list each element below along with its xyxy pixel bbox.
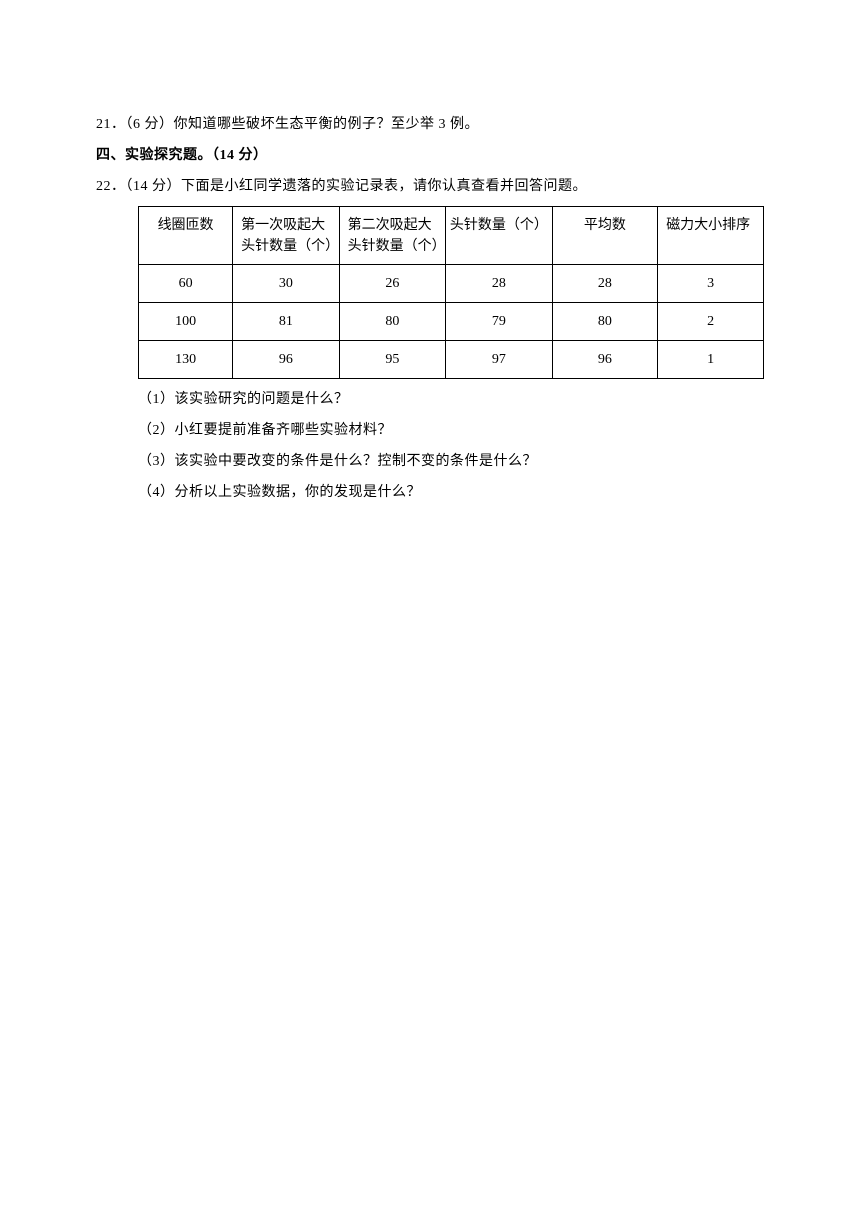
th-trial1: 第一次吸起大 头针数量（个）	[233, 207, 340, 265]
th-trial1-line1: 第一次吸起大	[241, 218, 325, 233]
cell: 96	[233, 341, 340, 379]
q22-sub4: （4）分析以上实验数据，你的发现是什么？	[96, 478, 764, 509]
cell: 26	[339, 265, 446, 303]
th-avg: 平均数	[552, 207, 658, 265]
th-coils-text: 线圈匝数	[158, 218, 214, 233]
cell: 79	[446, 303, 552, 341]
q22-sub1: （1）该实验研究的问题是什么？	[96, 385, 764, 416]
cell: 81	[233, 303, 340, 341]
cell: 3	[658, 265, 764, 303]
table-row: 130 96 95 97 96 1	[139, 341, 764, 379]
table-row: 60 30 26 28 28 3	[139, 265, 764, 303]
cell: 80	[339, 303, 446, 341]
th-trial3-text: 头针数量（个）	[450, 218, 548, 233]
cell: 28	[552, 265, 658, 303]
q22-sub3: （3）该实验中要改变的条件是什么？控制不变的条件是什么？	[96, 447, 764, 478]
th-rank-text: 磁力大小排序	[666, 218, 750, 233]
cell: 80	[552, 303, 658, 341]
th-trial2-line1: 第二次吸起大	[348, 218, 432, 233]
page: 21．（6 分）你知道哪些破坏生态平衡的例子？至少举 3 例。 四、实验探究题。…	[0, 0, 860, 509]
cell: 97	[446, 341, 552, 379]
q22-table-wrap: 线圈匝数 第一次吸起大 头针数量（个） 第二次吸起大 头针数量（个） 头针数量（…	[96, 206, 764, 379]
section4-title: 四、实验探究题。（14 分）	[96, 141, 764, 172]
q22-text: 22．（14 分）下面是小红同学遗落的实验记录表，请你认真查看并回答问题。	[96, 172, 764, 203]
cell: 2	[658, 303, 764, 341]
th-trial3: 头针数量（个）	[446, 207, 552, 265]
cell: 95	[339, 341, 446, 379]
th-rank: 磁力大小排序	[658, 207, 764, 265]
table-header-row: 线圈匝数 第一次吸起大 头针数量（个） 第二次吸起大 头针数量（个） 头针数量（…	[139, 207, 764, 265]
cell: 30	[233, 265, 340, 303]
th-trial2: 第二次吸起大 头针数量（个）	[339, 207, 446, 265]
th-avg-text: 平均数	[584, 218, 626, 233]
q22-sub2: （2）小红要提前准备齐哪些实验材料？	[96, 416, 764, 447]
table-row: 100 81 80 79 80 2	[139, 303, 764, 341]
cell: 60	[139, 265, 233, 303]
q21-text: 21．（6 分）你知道哪些破坏生态平衡的例子？至少举 3 例。	[96, 110, 764, 141]
cell: 96	[552, 341, 658, 379]
cell: 100	[139, 303, 233, 341]
th-coils: 线圈匝数	[139, 207, 233, 265]
q22-table: 线圈匝数 第一次吸起大 头针数量（个） 第二次吸起大 头针数量（个） 头针数量（…	[138, 206, 764, 379]
th-trial2-line2: 头针数量（个）	[348, 239, 446, 254]
th-trial1-line2: 头针数量（个）	[241, 239, 339, 254]
cell: 130	[139, 341, 233, 379]
cell: 28	[446, 265, 552, 303]
cell: 1	[658, 341, 764, 379]
